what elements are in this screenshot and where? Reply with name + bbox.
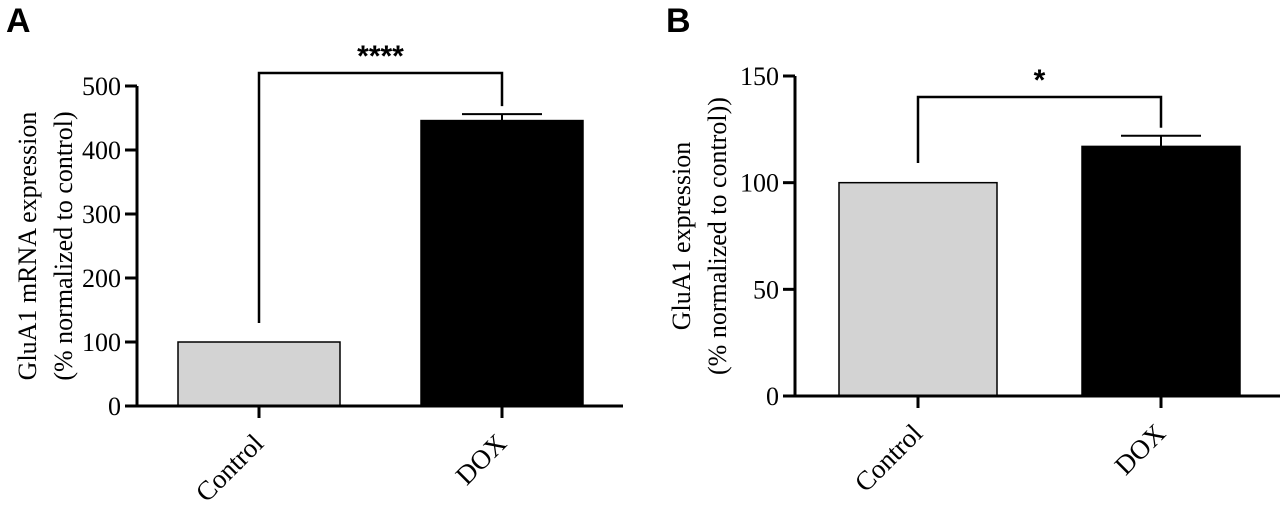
bar-control <box>838 181 998 397</box>
significance-bracket <box>257 71 504 323</box>
y-tick-label: 100 <box>82 328 121 357</box>
y-tick-label: 200 <box>82 264 121 293</box>
panel-b: B 0 50 100 150 Control DOX GluA1 expression (% … <box>666 2 1280 498</box>
y-tick-label: 500 <box>82 72 121 101</box>
y-tick-label: 400 <box>82 136 121 165</box>
x-tick-label-control: Control <box>849 418 929 498</box>
y-tick-label: 0 <box>108 392 121 421</box>
x-tick-label-dox: DOX <box>450 428 513 491</box>
y-tick-label: 300 <box>82 200 121 229</box>
y-axis-title-line2: (% normalized to control)) <box>703 97 732 375</box>
y-axis-title-line1: GluA1 mRNA expression <box>13 112 42 381</box>
y-tick-label: 100 <box>740 169 779 198</box>
significance-label: * <box>1034 64 1046 97</box>
panel-letter-a: A <box>6 2 31 40</box>
bar-dox <box>420 119 584 407</box>
panel-letter-b: B <box>666 2 691 40</box>
x-tick-label-dox: DOX <box>1109 418 1172 481</box>
bar-control <box>177 341 341 407</box>
y-tick-label: 50 <box>753 275 779 304</box>
y-tick-label: 150 <box>740 62 779 91</box>
significance-bracket <box>916 95 1163 163</box>
panel-a: A 0 100 200 300 400 500 Control DOX GluA1 mRNA e… <box>6 2 623 508</box>
significance-label: **** <box>357 40 404 73</box>
y-tick-label: 0 <box>766 382 779 411</box>
x-tick-label-control: Control <box>190 428 270 508</box>
y-axis-title-line1: GluA1 expression <box>667 142 696 330</box>
y-axis-title-line2: (% normalized to control) <box>49 111 78 380</box>
bar-dox <box>1081 145 1241 397</box>
